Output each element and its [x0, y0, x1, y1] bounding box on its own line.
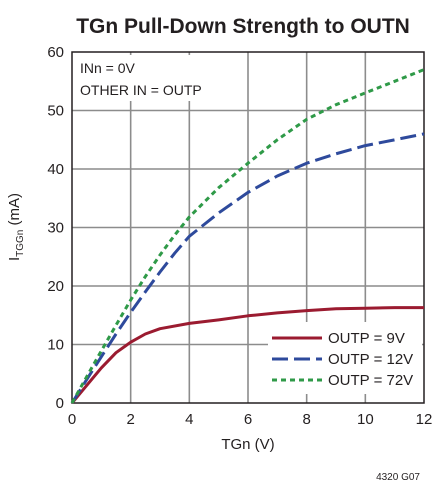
x-tick-label: 2: [126, 411, 134, 428]
annotation-other-in: OTHER IN = OUTP: [80, 82, 202, 98]
x-tick-label: 6: [244, 411, 252, 428]
legend: OUTP = 9V OUTP = 12V OUTP = 72V: [268, 322, 422, 394]
plot-frame: [71, 51, 425, 404]
annotation-box: INn = 0V OTHER IN = OUTP: [75, 55, 223, 101]
y-tick-label: 50: [47, 103, 64, 120]
x-tick-label: 4: [185, 411, 193, 428]
y-tick-label: 30: [47, 220, 64, 237]
y-tick-label: 10: [47, 337, 64, 354]
legend-label-2: OUTP = 12V: [328, 351, 413, 368]
legend-label-1: OUTP = 9V: [328, 330, 405, 347]
grid-lines: [72, 52, 424, 403]
annotation-inn: INn = 0V: [80, 60, 136, 76]
y-tick-label: 0: [56, 395, 64, 412]
figure-id: 4320 G07: [376, 472, 420, 483]
y-axis-label: ITGGn (mA): [6, 193, 26, 261]
x-tick-label: 8: [302, 411, 310, 428]
y-tick-label: 20: [47, 278, 64, 295]
y-tick-label: 40: [47, 161, 64, 178]
y-tick-labels: 0 10 20 30 40 50 60: [47, 44, 64, 412]
series-line-2: [70, 132, 425, 404]
y-axis-label-main: I: [6, 257, 23, 261]
x-tick-label: 12: [416, 411, 433, 428]
x-tick-label: 10: [357, 411, 374, 428]
legend-background: [268, 322, 422, 394]
chart-title: TGn Pull-Down Strength to OUTN: [76, 15, 410, 38]
y-axis-label-unit: (mA): [6, 193, 23, 230]
annotation-background: [75, 55, 223, 101]
y-axis-label-sub: TGGn: [15, 230, 26, 257]
y-tick-label: 60: [47, 44, 64, 61]
x-tick-labels: 0 2 4 6 8 10 12: [68, 411, 433, 428]
x-tick-label: 0: [68, 411, 76, 428]
legend-label-3: OUTP = 72V: [328, 372, 413, 389]
series-line-3: [70, 68, 425, 404]
series-line-1: [70, 306, 424, 404]
series-lines: [70, 68, 425, 404]
x-axis-label: TGn (V): [221, 436, 274, 453]
